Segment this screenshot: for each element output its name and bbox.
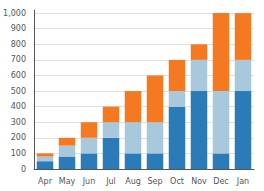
svg-text:May: May [59, 177, 76, 186]
svg-text:Aug: Aug [125, 177, 141, 186]
svg-text:Dec: Dec [213, 177, 228, 186]
svg-text:Apr: Apr [38, 177, 53, 186]
svg-text:700: 700 [11, 55, 26, 64]
svg-text:600: 600 [11, 71, 26, 80]
svg-text:Jul: Jul [105, 177, 116, 186]
svg-text:400: 400 [11, 102, 26, 111]
svg-text:100: 100 [11, 149, 26, 158]
svg-text:Jan: Jan [236, 177, 249, 186]
svg-text:Nov: Nov [191, 177, 207, 186]
svg-text:500: 500 [11, 87, 26, 96]
svg-text:900: 900 [11, 24, 26, 33]
svg-text:0: 0 [21, 165, 26, 174]
svg-text:Oct: Oct [170, 177, 184, 186]
svg-text:300: 300 [11, 118, 26, 127]
svg-text:Sep: Sep [147, 177, 162, 186]
svg-text:1,000: 1,000 [3, 9, 26, 18]
svg-text:800: 800 [11, 40, 26, 49]
svg-text:Jun: Jun [82, 177, 96, 186]
svg-text:200: 200 [11, 133, 26, 142]
